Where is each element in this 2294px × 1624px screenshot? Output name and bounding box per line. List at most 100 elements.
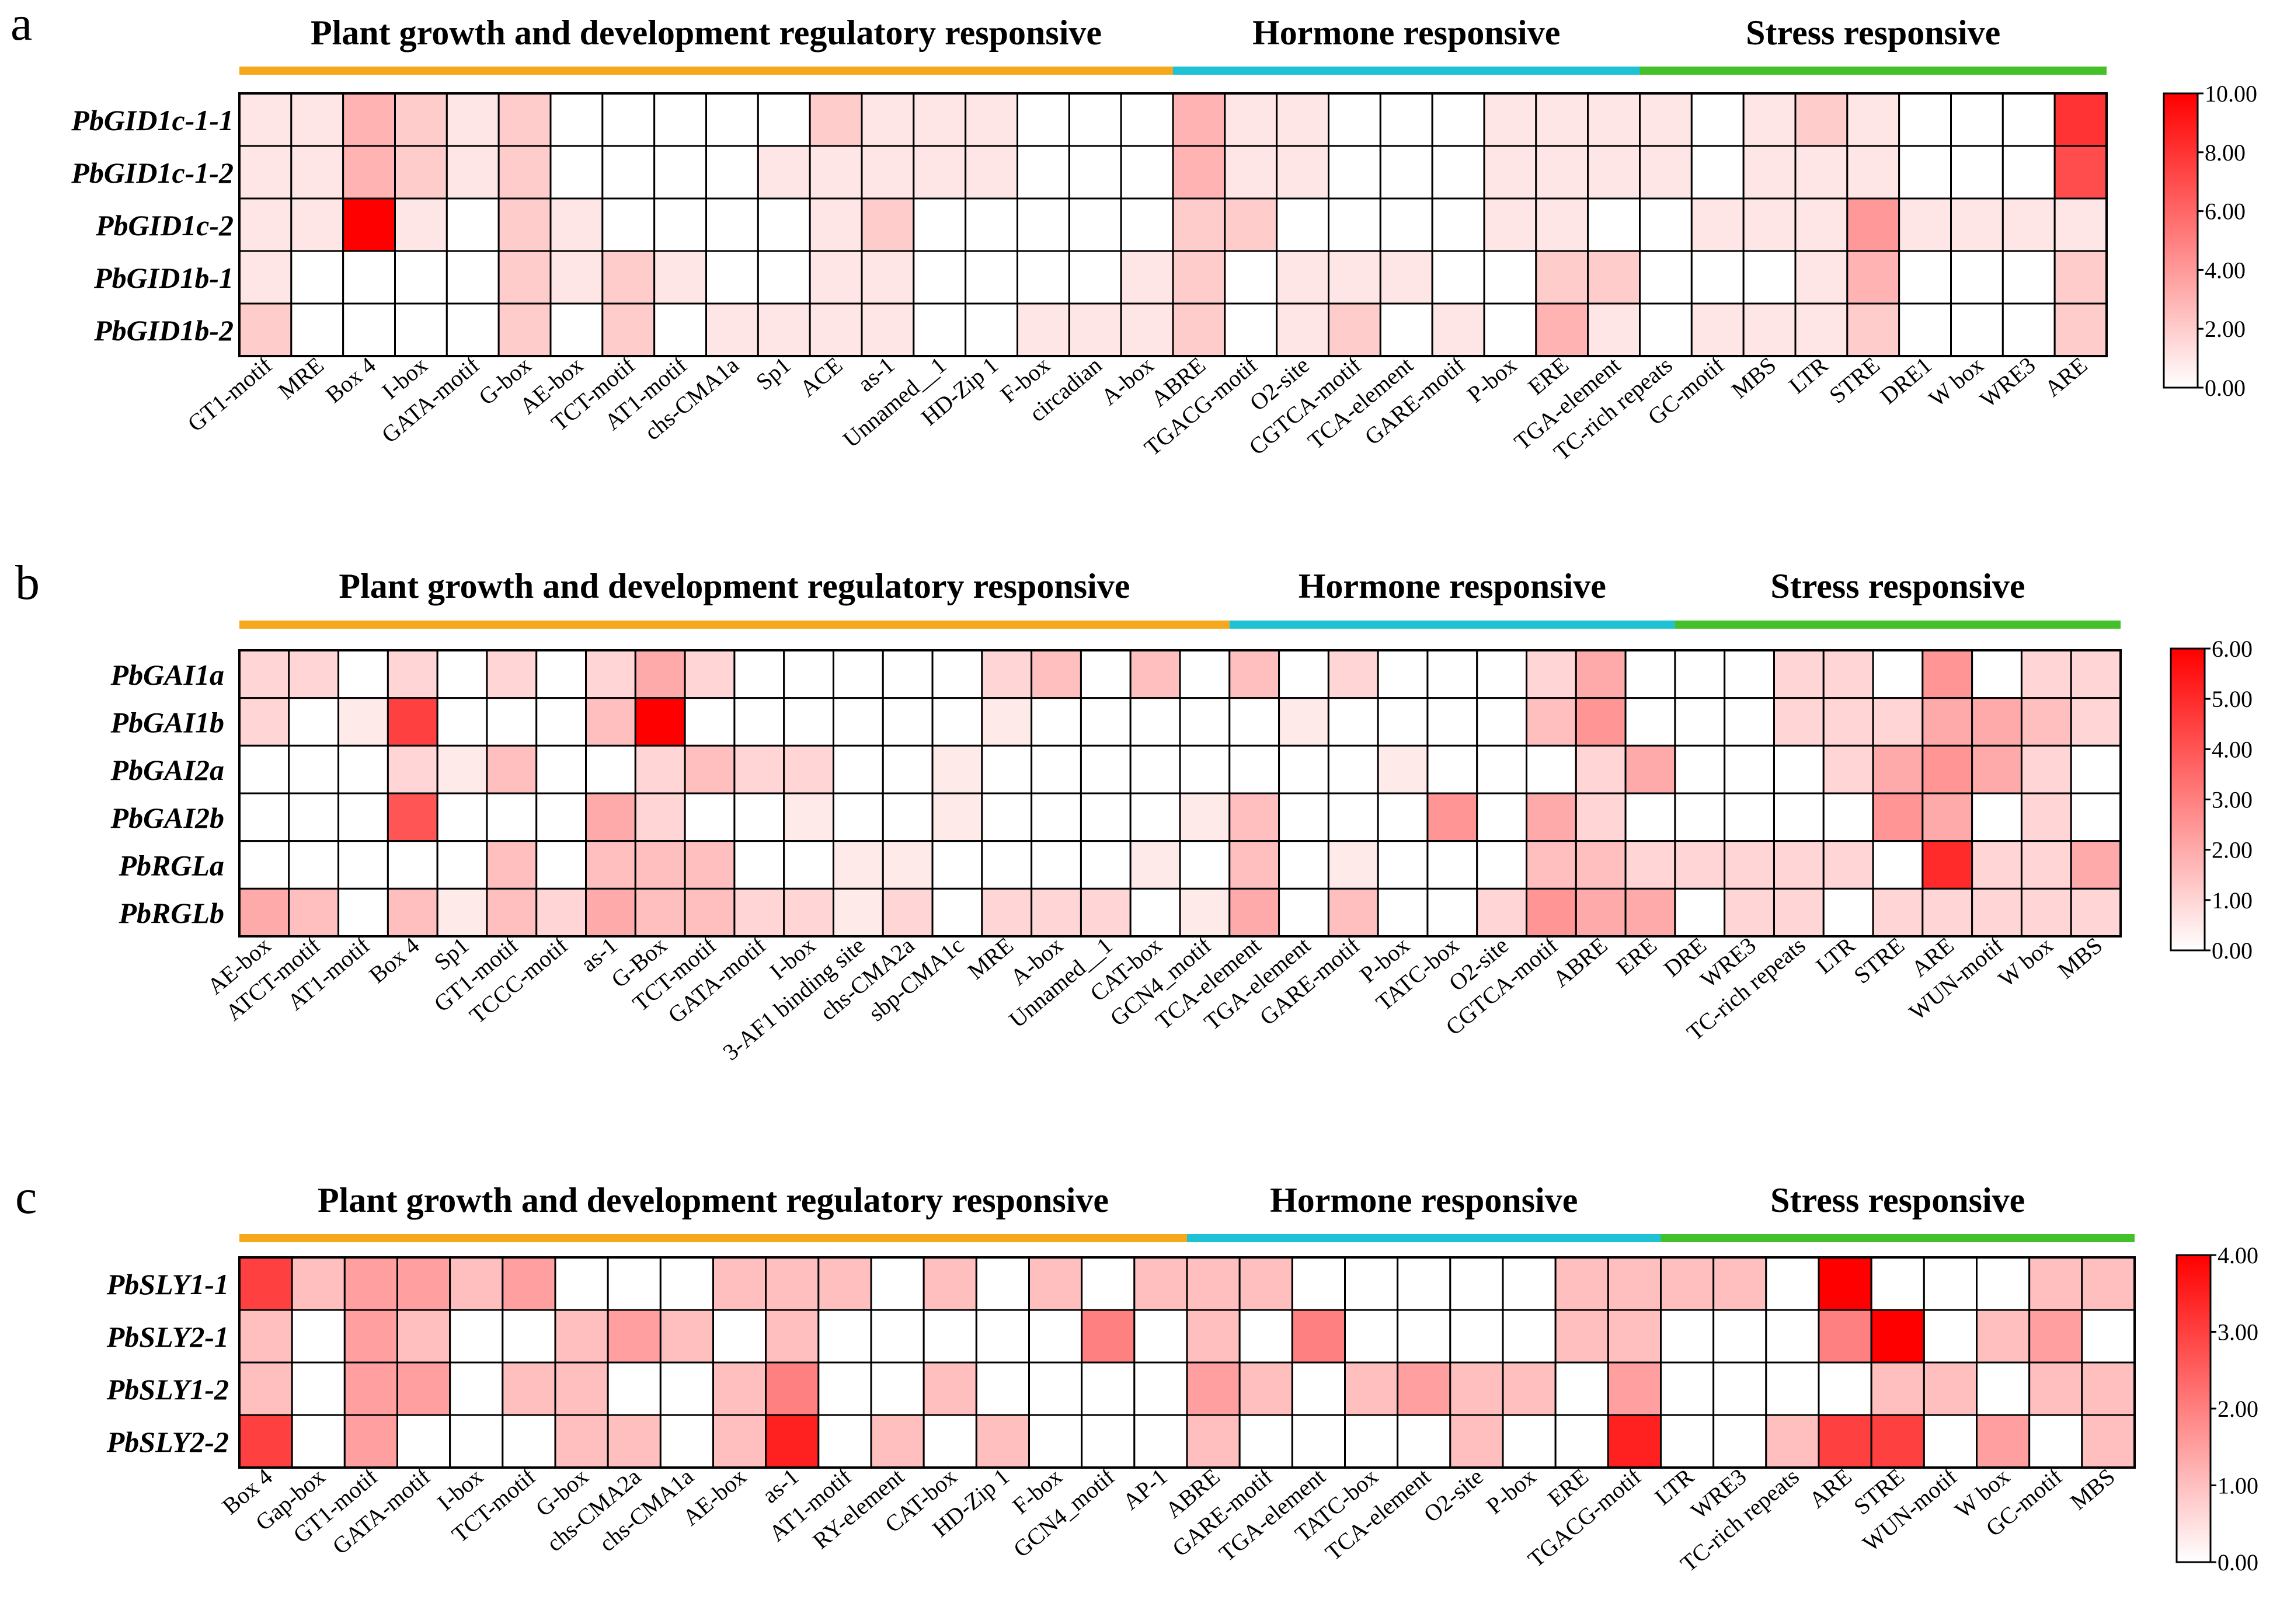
cell-pbgid1c-1-1-sp1 xyxy=(757,92,811,147)
cell-pbsly1-1-ere xyxy=(1554,1256,1609,1311)
cell-pbgid1c-1-2-w-box xyxy=(1950,145,2004,200)
cell-pbgai1a-tccc-motif xyxy=(535,649,587,699)
cell-pbgid1b-2-ltr xyxy=(1794,302,1849,357)
cell-pbgai1a-cat-box xyxy=(1129,649,1181,699)
cell-pbrgla-mre xyxy=(981,840,1033,890)
heatmap-frame-a xyxy=(238,92,2108,357)
cell-pbgid1c-1-1-at1-motif xyxy=(653,92,707,147)
panel-letter-a: a xyxy=(11,0,32,51)
cell-pbsly1-2-ry-element xyxy=(870,1361,925,1416)
cell-pbsly2-1-mbs xyxy=(2081,1309,2136,1364)
cell-pbrgla-g-box xyxy=(634,840,686,890)
cell-pbrglb-stre xyxy=(1872,887,1924,938)
cell-pbgid1c-1-1-tct-motif xyxy=(601,92,656,147)
cell-pbgai2b-stre xyxy=(1872,792,1924,842)
cell-pbrgla-stre xyxy=(1872,840,1924,890)
cell-pbrglb-atct-motif xyxy=(288,887,340,938)
cell-pbsly2-2-gata-motif xyxy=(396,1414,451,1469)
cell-pbgai1a-mbs xyxy=(2070,649,2122,699)
cell-pbsly1-2-gap-box xyxy=(291,1361,346,1416)
cell-pbrgla-dre xyxy=(1674,840,1726,890)
cell-pbgid1b-2-p-box xyxy=(1483,302,1537,357)
cell-pbgai2a-are xyxy=(1921,744,1973,794)
cell-pbgid1b-1-tca-element xyxy=(1379,250,1433,305)
cell-pbgai1a-tc-rich-repeats xyxy=(1773,649,1825,699)
cell-pbsly2-2-wre3 xyxy=(1712,1414,1767,1469)
cell-pbsly1-2-i-box xyxy=(449,1361,504,1416)
cell-pbgid1c-2-tca-element xyxy=(1379,197,1433,252)
cell-pbsly2-1-ap-1 xyxy=(1133,1309,1188,1364)
cell-pbsly1-1-at1-motif xyxy=(817,1256,872,1311)
cell-pbgid1c-2-at1-motif xyxy=(653,197,707,252)
cell-pbrgla-atct-motif xyxy=(288,840,340,890)
cell-pbgai2a-sp1 xyxy=(436,744,488,794)
cell-pbsly1-2-stre xyxy=(1870,1361,1925,1416)
cell-pbsly1-2-gare-motif xyxy=(1238,1361,1293,1416)
cell-pbgai1b-box-4 xyxy=(387,697,438,747)
panel-letter-c: c xyxy=(15,1170,37,1224)
cell-pbgai1a-gata-motif xyxy=(733,649,785,699)
cell-pbgid1c-2-o2-site xyxy=(1276,197,1330,252)
cell-pbgai1a-dre xyxy=(1674,649,1726,699)
cell-pbgid1b-1-g-box xyxy=(497,250,552,305)
cell-pbgai1b-unnamed-1 xyxy=(1080,697,1132,747)
cell-pbgid1c-1-1-gata-motif xyxy=(445,92,500,147)
cell-pbgid1b-1-mbs xyxy=(1742,250,1797,305)
cell-pbsly2-1-gc-motif xyxy=(2028,1309,2083,1364)
cell-pbgid1b-1-a-box xyxy=(1120,250,1174,305)
cell-pbgid1b-1-tgacg-motif xyxy=(1224,250,1278,305)
cell-pbgid1b-2-as-1 xyxy=(861,302,915,357)
cell-pbgid1b-2-at1-motif xyxy=(653,302,707,357)
cell-pbgid1c-2-tct-motif xyxy=(601,197,656,252)
cell-pbgid1b-2-a-box xyxy=(1120,302,1174,357)
cell-pbsly2-1-wre3 xyxy=(1712,1309,1767,1364)
group-bar-a-2 xyxy=(1173,67,1640,75)
cell-pbgid1b-2-tgacg-motif xyxy=(1224,302,1278,357)
cell-pbrglb-tct-motif xyxy=(684,887,736,938)
cell-pbrgla-chs-cma2a xyxy=(882,840,934,890)
cell-pbgai2a-ere xyxy=(1624,744,1676,794)
cell-pbsly2-2-chs-cma2a xyxy=(607,1414,662,1469)
panel-a: a Plant growth and development regulator… xyxy=(11,0,2257,466)
cell-pbgid1b-2-ere xyxy=(1535,302,1589,357)
cell-pbsly1-2-mbs xyxy=(2081,1361,2136,1416)
row-labels-c: PbSLY1-1 PbSLY2-1 PbSLY1-2 PbSLY2-2 xyxy=(106,1268,229,1458)
cell-pbgai2a-gt1-motif xyxy=(486,744,538,794)
group-header-a: Plant growth and development regulatory … xyxy=(239,13,2107,75)
cell-pbsly1-2-chs-cma1a xyxy=(659,1361,715,1416)
group-header-c: Plant growth and development regulatory … xyxy=(239,1181,2135,1242)
cell-pbsly1-2-hd-zip-1 xyxy=(975,1361,1031,1416)
cell-pbgid1c-1-1-unnamed-1 xyxy=(913,92,967,147)
cell-pbgai1b-p-box xyxy=(1377,697,1429,747)
column-label-a-a-box: A-box xyxy=(1096,351,1158,410)
cell-pbgid1c-1-1-i-box xyxy=(394,92,448,147)
cell-pbgai2a-wun-motif xyxy=(1971,744,2023,794)
cell-pbgai1a-tct-motif xyxy=(684,649,736,699)
cell-pbgid1c-1-1-stre xyxy=(1846,92,1900,147)
cell-pbsly1-1-f-box xyxy=(1028,1256,1083,1311)
cell-pbgai2a-g-box xyxy=(634,744,686,794)
cell-pbgai1a-sbp-cma1c xyxy=(931,649,983,699)
heatmap-grid-a xyxy=(238,92,2108,357)
cell-pbgai2b-as-1 xyxy=(585,792,636,842)
cell-pbgid1c-1-2-gc-motif xyxy=(1690,145,1745,200)
cell-pbgid1b-1-at1-motif xyxy=(653,250,707,305)
cell-pbrgla-unnamed-1 xyxy=(1080,840,1132,890)
cell-pbsly1-2-are xyxy=(1818,1361,1872,1416)
cell-pbgid1b-2-gt1-motif xyxy=(238,302,293,357)
row-label-pbgai2a: PbGAI2a xyxy=(110,754,224,786)
cell-pbgai1b-are xyxy=(1921,697,1973,747)
cell-pbsly2-2-w-box xyxy=(1976,1414,2031,1469)
cell-pbgid1c-2-i-box xyxy=(394,197,448,252)
cell-pbsly2-1-chs-cma2a xyxy=(607,1309,662,1364)
cell-pbgid1c-1-1-cgtca-motif xyxy=(1328,92,1381,147)
cell-pbgai1b-dre xyxy=(1674,697,1726,747)
cell-pbrglb-unnamed-1 xyxy=(1080,887,1132,938)
cell-pbsly2-1-gcn4-motif xyxy=(1081,1309,1136,1364)
cell-pbgid1c-1-2-p-box xyxy=(1483,145,1537,200)
cell-pbrglb-i-box xyxy=(783,887,834,938)
cell-pbrglb-abre xyxy=(1575,887,1627,938)
cell-pbsly2-2-wun-motif xyxy=(1923,1414,1978,1469)
cell-pbgai1a-mre xyxy=(981,649,1033,699)
